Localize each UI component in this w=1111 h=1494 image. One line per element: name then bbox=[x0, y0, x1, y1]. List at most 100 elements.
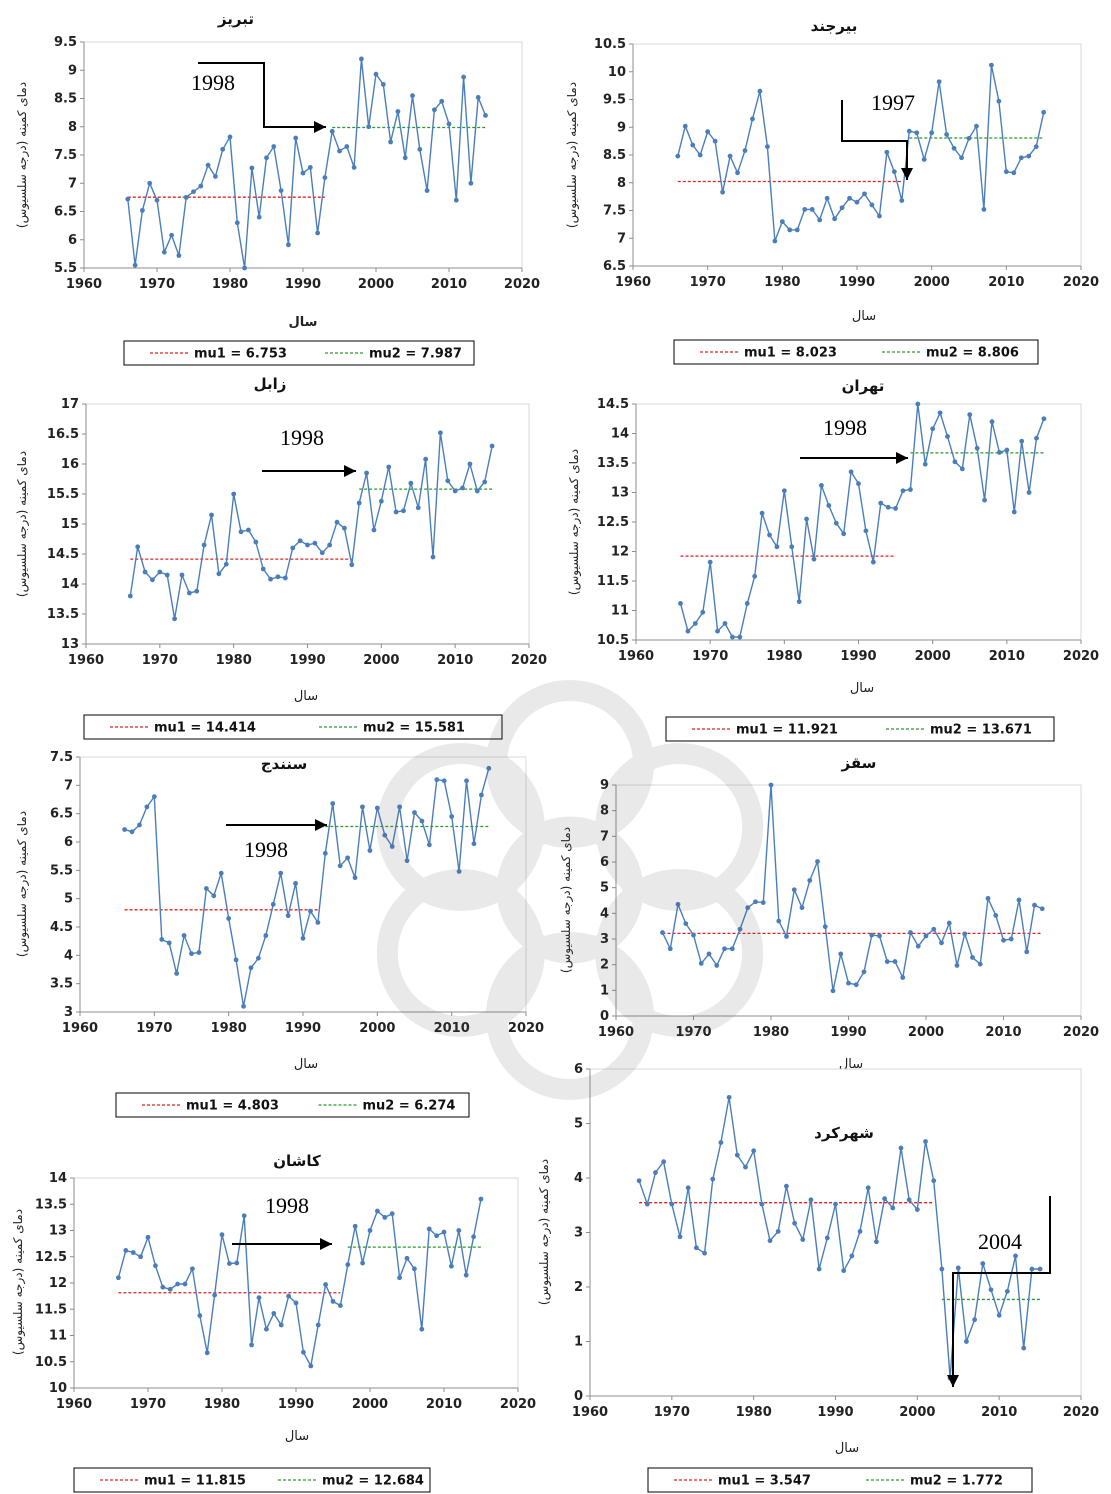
data-point bbox=[776, 918, 782, 924]
data-point bbox=[441, 1229, 447, 1235]
data-point bbox=[404, 1255, 410, 1261]
data-point bbox=[213, 174, 218, 179]
data-point bbox=[815, 859, 820, 864]
data-point bbox=[260, 566, 266, 572]
arrow-head bbox=[314, 121, 326, 133]
data-point bbox=[849, 1253, 855, 1259]
data-point bbox=[151, 794, 157, 800]
data-point bbox=[402, 155, 408, 161]
data-point bbox=[882, 1196, 887, 1202]
x-axis-label: سال bbox=[285, 1429, 309, 1444]
data-point bbox=[718, 1140, 724, 1145]
y-tick-label: 7 bbox=[617, 231, 626, 246]
data-point bbox=[804, 516, 809, 522]
y-tick-label: 4.5 bbox=[50, 920, 73, 935]
data-point bbox=[962, 931, 968, 937]
data-point bbox=[974, 445, 980, 451]
data-point bbox=[140, 207, 145, 213]
data-point bbox=[869, 932, 875, 938]
data-point bbox=[238, 529, 244, 535]
y-axis-label: دمای کمینه (درجه سلسیوس) bbox=[15, 82, 30, 228]
data-point bbox=[382, 832, 388, 838]
data-point bbox=[241, 1213, 247, 1219]
data-point bbox=[132, 262, 138, 268]
data-point bbox=[286, 1293, 291, 1299]
data-point bbox=[169, 232, 175, 238]
y-tick-label: 6 bbox=[574, 1062, 583, 1077]
data-point bbox=[367, 1228, 373, 1233]
data-point bbox=[730, 634, 735, 640]
x-tick-label: 1960 bbox=[66, 277, 102, 292]
data-point bbox=[706, 951, 712, 957]
data-point bbox=[256, 1295, 262, 1301]
data-point bbox=[467, 461, 473, 467]
x-tick-label: 1980 bbox=[211, 1021, 247, 1036]
data-point bbox=[1004, 447, 1010, 453]
data-point bbox=[667, 946, 673, 952]
data-point bbox=[389, 844, 395, 849]
data-point bbox=[471, 1234, 476, 1240]
data-point bbox=[345, 855, 350, 861]
data-point bbox=[796, 599, 802, 605]
chart-panel: 13 13.5 14 14.5 15 15.5 16 16.5 17 1960 1970 1980 19… bbox=[15, 375, 547, 740]
series-line bbox=[638, 1097, 1041, 1379]
data-point bbox=[395, 109, 401, 114]
legend-label: mu2 = 13.671 bbox=[930, 723, 1032, 738]
data-point bbox=[929, 130, 935, 136]
data-point bbox=[1019, 438, 1025, 444]
data-point bbox=[677, 1234, 683, 1240]
data-point bbox=[1041, 416, 1047, 422]
data-point bbox=[212, 1292, 218, 1298]
data-point bbox=[753, 899, 758, 905]
data-point bbox=[893, 506, 898, 511]
y-tick-label: 4 bbox=[600, 906, 609, 921]
data-point bbox=[743, 1164, 748, 1170]
data-point bbox=[972, 1317, 978, 1323]
y-axis-label: دمای کمینه (درجه سلسیوس) bbox=[565, 82, 580, 228]
data-point bbox=[729, 946, 735, 952]
arrow-head bbox=[947, 1375, 959, 1387]
data-point bbox=[417, 146, 423, 152]
data-point bbox=[323, 1282, 328, 1287]
arrow-head bbox=[896, 452, 908, 464]
data-point bbox=[423, 456, 429, 462]
data-point bbox=[367, 848, 373, 853]
data-point bbox=[322, 175, 328, 181]
data-point bbox=[319, 550, 325, 556]
data-point bbox=[464, 778, 469, 784]
data-point bbox=[166, 940, 172, 946]
data-point bbox=[275, 574, 281, 580]
data-point bbox=[841, 531, 847, 537]
data-point bbox=[424, 188, 430, 193]
data-point bbox=[1003, 169, 1009, 175]
y-tick-label: 10 bbox=[49, 1381, 67, 1396]
y-tick-label: 13.5 bbox=[597, 456, 629, 471]
data-point bbox=[892, 959, 898, 964]
data-point bbox=[923, 933, 929, 939]
data-point bbox=[397, 1275, 402, 1281]
data-point bbox=[241, 1003, 246, 1009]
data-point bbox=[1026, 153, 1032, 159]
data-point bbox=[863, 528, 869, 534]
data-point bbox=[808, 1197, 814, 1203]
y-tick-label: 8.5 bbox=[603, 148, 626, 163]
x-tick-label: 2010 bbox=[985, 1025, 1021, 1040]
data-point bbox=[1029, 1266, 1035, 1272]
data-point bbox=[330, 801, 336, 806]
data-point bbox=[660, 930, 665, 935]
y-tick-label: 14.5 bbox=[597, 397, 629, 412]
plot-area bbox=[79, 756, 527, 1013]
data-point bbox=[816, 1266, 822, 1272]
chart-title: سنندج bbox=[261, 755, 307, 773]
x-tick-label: 2000 bbox=[359, 1021, 395, 1036]
y-tick-label: 11 bbox=[49, 1329, 67, 1344]
y-axis-label: دمای کمینه (درجه سلسیوس) bbox=[567, 449, 582, 595]
arrow-head bbox=[320, 1238, 332, 1250]
x-tick-label: 2010 bbox=[437, 653, 473, 668]
change-year-annotation: 2004 bbox=[978, 1229, 1022, 1254]
data-point bbox=[702, 1250, 707, 1256]
data-point bbox=[1033, 144, 1039, 150]
y-tick-label: 17 bbox=[61, 397, 79, 412]
y-tick-label: 8.5 bbox=[54, 92, 77, 107]
y-tick-label: 6.5 bbox=[54, 205, 77, 220]
